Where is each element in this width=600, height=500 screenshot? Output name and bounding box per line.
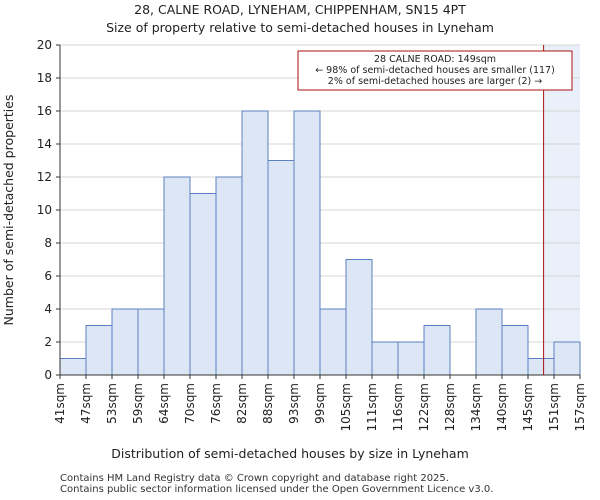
x-tick-label-145sqm: 145sqm — [521, 383, 535, 431]
y-tick-label-8: 8 — [44, 236, 52, 250]
bar-134sqm — [475, 308, 503, 376]
y-tick-label-4: 4 — [44, 302, 52, 316]
bar-70sqm — [189, 193, 217, 376]
y-axis-label: Number of semi-detached properties — [1, 95, 16, 326]
x-tick-label-88sqm: 88sqm — [261, 383, 275, 424]
bar-41sqm — [59, 358, 87, 376]
x-tick-label-134sqm: 134sqm — [469, 383, 483, 431]
x-tick-label-105sqm: 105sqm — [339, 383, 353, 431]
x-tick-label-151sqm: 151sqm — [547, 383, 561, 431]
bar-88sqm — [267, 160, 295, 376]
x-tick-label-140sqm: 140sqm — [495, 383, 509, 431]
x-tick-label-70sqm: 70sqm — [183, 383, 197, 424]
x-tick-label-41sqm: 41sqm — [53, 383, 67, 424]
chart-subtitle: Size of property relative to semi-detach… — [106, 20, 494, 35]
histogram-chart: 0 2 4 6 8 10 12 14 16 18 20 41sqm 47sqm 53sqm 59sqm 64… — [1, 38, 587, 461]
x-tick-label-99sqm: 99sqm — [313, 383, 327, 424]
y-tick-label-2: 2 — [44, 335, 52, 349]
bar-76sqm — [215, 176, 243, 376]
x-tick-label-157sqm: 157sqm — [573, 383, 587, 431]
x-axis-label: Distribution of semi-detached houses by … — [111, 446, 469, 461]
bar-140sqm — [501, 325, 529, 376]
y-tick-label-16: 16 — [37, 104, 52, 118]
bar-99sqm — [319, 308, 347, 376]
x-tick-label-82sqm: 82sqm — [235, 383, 249, 424]
x-tick-label-76sqm: 76sqm — [209, 383, 223, 424]
bar-93sqm — [293, 110, 321, 376]
x-tick-label-116sqm: 116sqm — [391, 383, 405, 431]
bar-105sqm — [345, 259, 373, 376]
y-tick-label-20: 20 — [37, 38, 52, 52]
annotation-rect — [297, 50, 573, 91]
y-tick-label-12: 12 — [37, 170, 52, 184]
chart-title: 28, CALNE ROAD, LYNEHAM, CHIPPENHAM, SN1… — [134, 2, 466, 17]
bar-53sqm — [111, 308, 139, 376]
annotation-line-3: 2% of semi-detached houses are larger (2… — [328, 76, 542, 87]
footer-line-2: Contains public sector information licen… — [60, 484, 494, 495]
x-tick-label-128sqm: 128sqm — [443, 383, 457, 431]
bar-151sqm — [553, 341, 581, 376]
x-tick-label-64sqm: 64sqm — [157, 383, 171, 424]
bar-145sqm — [527, 358, 555, 376]
y-tick-label-6: 6 — [44, 269, 52, 283]
x-tick-label-47sqm: 47sqm — [79, 383, 93, 424]
footer-line-1: Contains HM Land Registry data © Crown c… — [60, 473, 449, 484]
x-tick-label-111sqm: 111sqm — [365, 383, 379, 431]
bar-82sqm — [241, 110, 269, 376]
bar-59sqm — [137, 308, 165, 376]
bar-111sqm — [371, 341, 399, 376]
y-tick-label-14: 14 — [37, 137, 52, 151]
annotation-line-2: ← 98% of semi-detached houses are smalle… — [315, 65, 555, 76]
y-tick-label-10: 10 — [37, 203, 52, 217]
x-tick-label-53sqm: 53sqm — [105, 383, 119, 424]
bar-47sqm — [85, 325, 113, 376]
bar-64sqm — [163, 176, 191, 376]
y-tick-label-0: 0 — [44, 368, 52, 382]
bar-122sqm — [423, 325, 451, 376]
y-tick-label-18: 18 — [37, 71, 52, 85]
x-tick-label-93sqm: 93sqm — [287, 383, 301, 424]
bar-116sqm — [397, 341, 425, 376]
annotation-box: 28 CALNE ROAD: 149sqm ← 98% of semi-deta… — [297, 50, 573, 91]
x-tick-label-59sqm: 59sqm — [131, 383, 145, 424]
annotation-line-1: 28 CALNE ROAD: 149sqm — [374, 54, 496, 65]
x-tick-label-122sqm: 122sqm — [417, 383, 431, 431]
